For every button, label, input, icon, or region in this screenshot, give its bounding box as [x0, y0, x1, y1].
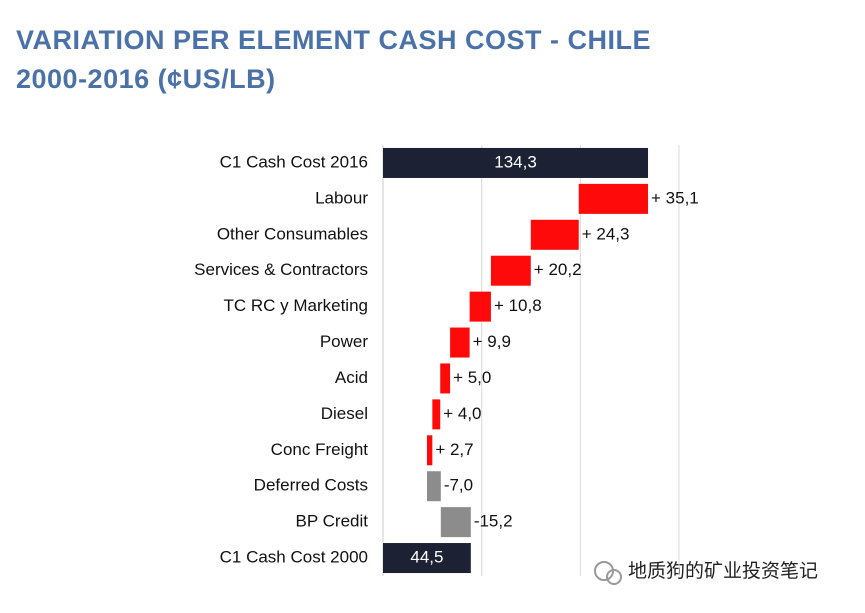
- category-label: BP Credit: [296, 512, 369, 531]
- value-label: + 24,3: [582, 224, 630, 243]
- category-label: C1 Cash Cost 2000: [220, 548, 368, 567]
- bar: [469, 291, 491, 322]
- bar: [530, 219, 579, 250]
- bar: [450, 327, 470, 358]
- bar: [432, 399, 441, 430]
- bar: [383, 543, 471, 574]
- category-label: Diesel: [321, 404, 368, 423]
- bar: [490, 255, 531, 286]
- category-label: Conc Freight: [271, 440, 369, 459]
- category-label: TC RC y Marketing: [223, 296, 368, 315]
- value-label: + 2,7: [435, 440, 473, 459]
- value-label: 134,3: [494, 152, 537, 171]
- value-label: + 5,0: [453, 368, 491, 387]
- category-label: Deferred Costs: [254, 476, 368, 495]
- bar: [427, 471, 441, 502]
- category-label: C1 Cash Cost 2016: [220, 152, 368, 171]
- watermark-icon: [594, 561, 622, 585]
- value-label: -15,2: [474, 512, 513, 531]
- category-label: Services & Contractors: [194, 260, 368, 279]
- value-label: + 20,2: [534, 260, 582, 279]
- value-label: + 9,9: [473, 332, 511, 351]
- value-label: + 10,8: [494, 296, 542, 315]
- value-label: 44,5: [410, 548, 443, 567]
- bar: [440, 507, 471, 538]
- value-label: + 35,1: [651, 188, 699, 207]
- bar: [383, 147, 649, 178]
- category-label: Other Consumables: [217, 224, 368, 243]
- category-label: Acid: [335, 368, 368, 387]
- category-label: Labour: [315, 188, 368, 207]
- category-label: Power: [320, 332, 369, 351]
- chart-title: VARIATION PER ELEMENT CASH COST - CHILE: [16, 25, 651, 55]
- bar: [578, 183, 649, 214]
- bar: [427, 435, 433, 466]
- bar: [440, 363, 451, 394]
- watermark: 地质狗的矿业投资笔记: [628, 560, 818, 582]
- value-label: -7,0: [444, 476, 473, 495]
- chart-title: 2000-2016 (¢US/LB): [16, 64, 276, 94]
- value-label: + 4,0: [443, 404, 481, 423]
